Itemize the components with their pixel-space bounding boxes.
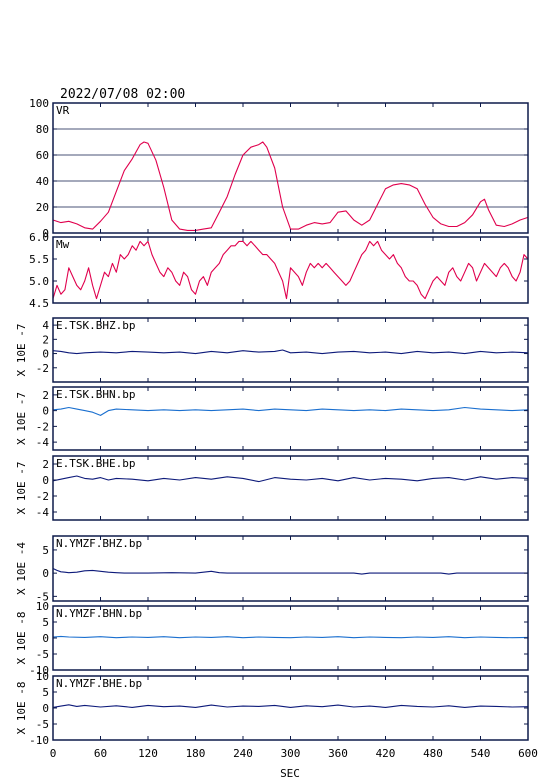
y-tick-label: -4: [36, 436, 50, 449]
y-tick-label: 2: [42, 458, 49, 471]
y-tick-label: 5: [42, 616, 49, 629]
y-tick-label: 6.0: [29, 231, 49, 244]
x-tick-label: 360: [328, 747, 348, 760]
y-axis-unit-label: X 10E -7: [15, 392, 28, 445]
panel-label: N.YMZF.BHZ.bp: [56, 537, 142, 550]
y-tick-label: -5: [36, 718, 49, 731]
y-tick-label: 5: [42, 686, 49, 699]
y-tick-label: 4: [42, 319, 49, 332]
y-tick-label: 80: [36, 123, 49, 136]
panel-label: N.YMZF.BHN.bp: [56, 607, 142, 620]
y-tick-label: 0: [42, 474, 49, 487]
panel-4: -4 -2 0 2 E.TSK.BHE.bp X 10E -7: [15, 455, 529, 521]
x-tick-label: 60: [94, 747, 107, 760]
panel-5: -5 0 5 N.YMZF.BHZ.bp X 10E -4: [15, 535, 529, 603]
y-tick-label: 4.5: [29, 297, 49, 310]
panel-label: VR: [56, 104, 70, 117]
y-tick-label: 0: [42, 227, 49, 240]
y-tick-label: -4: [36, 506, 50, 519]
series-line: [52, 349, 529, 355]
y-tick-label: -2: [36, 490, 49, 503]
series-line: [52, 240, 529, 300]
y-tick-label: 5.0: [29, 275, 49, 288]
panel-label: E.TSK.BHN.bp: [56, 388, 135, 401]
x-tick-label: 180: [186, 747, 206, 760]
y-axis-unit-label: X 10E -4: [15, 542, 28, 595]
y-tick-label: -2: [36, 420, 49, 433]
panel-0: 0 20 40 60 80 100 VR: [29, 97, 529, 240]
y-tick-label: 2: [42, 333, 49, 346]
y-tick-label: 10: [36, 670, 49, 683]
datetime-title: 2022/07/08 02:00: [60, 87, 185, 102]
x-tick-label: 600: [518, 747, 538, 760]
y-axis-unit-label: X 10E -7: [15, 324, 28, 377]
y-tick-label: 0: [42, 348, 49, 361]
y-tick-label: 0: [42, 702, 49, 715]
x-tick-label: 540: [471, 747, 491, 760]
panel-frame: [52, 102, 529, 234]
y-tick-label: 0: [42, 405, 49, 418]
panel-3: -4 -2 0 2 E.TSK.BHN.bp X 10E -7: [15, 386, 529, 451]
y-axis-unit-label: X 10E -7: [15, 462, 28, 515]
x-tick-label: 300: [281, 747, 301, 760]
y-tick-label: 40: [36, 175, 49, 188]
y-tick-label: 100: [29, 97, 49, 110]
series-line: [52, 475, 529, 483]
y-tick-label: 20: [36, 201, 49, 214]
y-tick-label: 0: [42, 567, 49, 580]
y-tick-label: 60: [36, 149, 49, 162]
y-tick-label: 10: [36, 600, 49, 613]
panel-2: -20 24 E.TSK.BHZ.bp X 10E -7: [15, 317, 529, 383]
x-tick-label: 120: [138, 747, 158, 760]
x-axis-label: SEC: [280, 767, 300, 780]
x-tick-label: 480: [423, 747, 443, 760]
panel-label: Mw: [56, 238, 70, 251]
x-tick-label: 420: [376, 747, 396, 760]
y-tick-label: -5: [36, 648, 49, 661]
x-axis: 0 60 120 180 240 300 360 420 480 540 600: [50, 747, 538, 760]
y-tick-label: 5: [42, 544, 49, 557]
y-tick-label: 2: [42, 389, 49, 402]
y-tick-label: 5.5: [29, 253, 49, 266]
panel-7: -10 -5 0 5 10 N.YMZF.BHE.bp X 10E -8: [15, 670, 529, 747]
series-line: [52, 568, 528, 575]
series-line: [52, 141, 529, 231]
y-tick-label: 0: [42, 632, 49, 645]
panel-6: -10 -5 0 5 10 N.YMZF.BHN.bp X 10E -8: [15, 600, 529, 677]
y-tick-label: -10: [29, 664, 49, 677]
panel-label: N.YMZF.BHE.bp: [56, 677, 142, 690]
panel-label: E.TSK.BHE.bp: [56, 457, 135, 470]
x-tick-label: 0: [50, 747, 57, 760]
series-line: [52, 406, 529, 416]
y-tick-label: -2: [36, 362, 49, 375]
y-axis-unit-label: X 10E -8: [15, 612, 28, 665]
series-line: [52, 635, 529, 639]
series-line: [52, 704, 529, 708]
panel-1: 4.5 5.0 5.5 6.0 Mw: [29, 231, 529, 310]
x-tick-label: 240: [233, 747, 253, 760]
y-tick-label: -5: [36, 590, 49, 603]
y-tick-label: -10: [29, 734, 49, 747]
y-axis-unit-label: X 10E -8: [15, 682, 28, 735]
panel-label: E.TSK.BHZ.bp: [56, 319, 135, 332]
